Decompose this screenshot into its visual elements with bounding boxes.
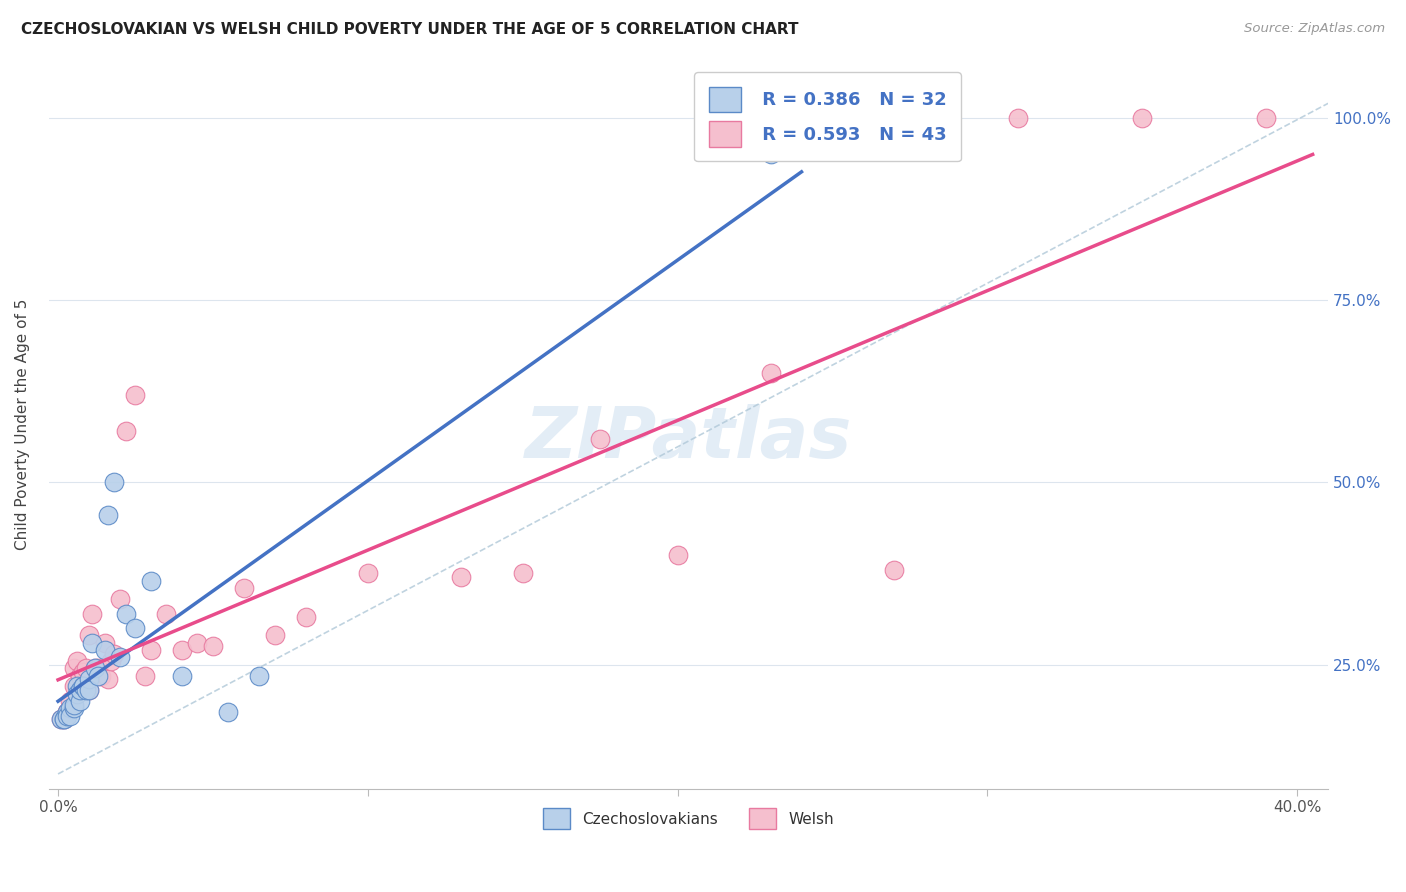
Point xyxy=(217,705,239,719)
Point xyxy=(56,708,79,723)
Point xyxy=(108,650,131,665)
Point xyxy=(87,668,110,682)
Point xyxy=(357,566,380,581)
Point xyxy=(103,475,125,490)
Point xyxy=(56,705,79,719)
Point xyxy=(155,607,177,621)
Point xyxy=(170,668,193,682)
Point xyxy=(90,668,112,682)
Y-axis label: Child Poverty Under the Age of 5: Child Poverty Under the Age of 5 xyxy=(15,299,30,549)
Point xyxy=(75,683,97,698)
Point xyxy=(77,683,100,698)
Point xyxy=(53,712,76,726)
Point xyxy=(62,698,84,712)
Point xyxy=(1130,111,1153,125)
Point xyxy=(49,712,72,726)
Point xyxy=(82,636,104,650)
Point xyxy=(295,610,318,624)
Point xyxy=(93,643,115,657)
Legend: Czechoslovakians, Welsh: Czechoslovakians, Welsh xyxy=(537,802,841,836)
Point xyxy=(56,705,79,719)
Point xyxy=(72,680,94,694)
Point xyxy=(69,668,91,682)
Point xyxy=(1007,111,1029,125)
Point xyxy=(100,654,122,668)
Point xyxy=(53,712,76,726)
Text: ZIPatlas: ZIPatlas xyxy=(524,404,852,473)
Point xyxy=(62,661,84,675)
Point xyxy=(72,665,94,679)
Point xyxy=(72,680,94,694)
Point xyxy=(232,581,254,595)
Point xyxy=(59,708,82,723)
Point xyxy=(87,661,110,675)
Point xyxy=(201,640,224,654)
Point xyxy=(1256,111,1278,125)
Point xyxy=(139,574,162,588)
Point xyxy=(66,687,89,701)
Text: CZECHOSLOVAKIAN VS WELSH CHILD POVERTY UNDER THE AGE OF 5 CORRELATION CHART: CZECHOSLOVAKIAN VS WELSH CHILD POVERTY U… xyxy=(21,22,799,37)
Point xyxy=(589,432,612,446)
Point xyxy=(450,570,472,584)
Point xyxy=(49,712,72,726)
Point xyxy=(170,643,193,657)
Point xyxy=(512,566,534,581)
Point xyxy=(666,548,689,562)
Point xyxy=(186,636,208,650)
Point xyxy=(69,683,91,698)
Point xyxy=(759,366,782,380)
Point xyxy=(108,592,131,607)
Point xyxy=(75,661,97,675)
Point xyxy=(103,647,125,661)
Point xyxy=(139,643,162,657)
Point xyxy=(77,672,100,686)
Point xyxy=(247,668,270,682)
Point xyxy=(56,705,79,719)
Point xyxy=(883,563,905,577)
Point xyxy=(82,607,104,621)
Point xyxy=(97,672,120,686)
Point xyxy=(53,712,76,726)
Point xyxy=(759,147,782,161)
Point xyxy=(62,680,84,694)
Point xyxy=(69,694,91,708)
Point xyxy=(93,636,115,650)
Point xyxy=(77,628,100,642)
Point xyxy=(115,607,138,621)
Point xyxy=(59,701,82,715)
Point xyxy=(77,683,100,698)
Point xyxy=(66,680,89,694)
Point xyxy=(264,628,287,642)
Point xyxy=(59,694,82,708)
Point xyxy=(84,661,107,675)
Text: Source: ZipAtlas.com: Source: ZipAtlas.com xyxy=(1244,22,1385,36)
Point xyxy=(115,425,138,439)
Point xyxy=(66,654,89,668)
Point xyxy=(62,701,84,715)
Point xyxy=(124,388,146,402)
Point xyxy=(134,668,156,682)
Point xyxy=(84,661,107,675)
Point xyxy=(97,508,120,523)
Point xyxy=(124,621,146,635)
